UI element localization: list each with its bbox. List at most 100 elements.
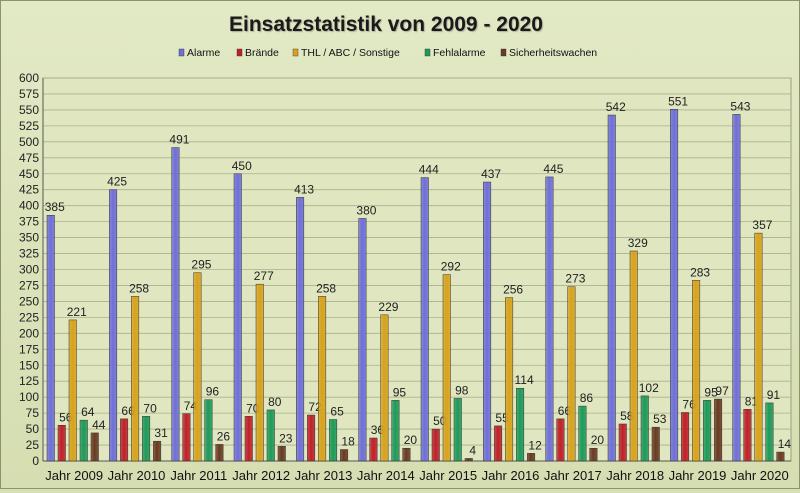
x-tick-label: Jahr 2017 <box>544 468 602 483</box>
bar <box>453 398 462 462</box>
bar <box>640 395 649 462</box>
bar <box>329 419 338 462</box>
bar <box>442 274 451 462</box>
data-label: 329 <box>628 236 648 250</box>
data-label: 20 <box>404 433 418 447</box>
data-label: 70 <box>143 401 157 415</box>
x-tick-label: Jahr 2013 <box>295 468 353 483</box>
data-label: 95 <box>704 385 718 399</box>
y-tick-label: 150 <box>19 358 39 372</box>
bar <box>244 416 253 462</box>
bar <box>494 425 503 462</box>
y-tick-label: 500 <box>19 135 39 149</box>
y-tick-label: 0 <box>32 454 39 468</box>
bar <box>776 451 785 462</box>
bar <box>714 398 723 462</box>
data-label: 12 <box>528 438 542 452</box>
bar <box>754 232 763 462</box>
bar <box>266 409 275 462</box>
bar <box>545 176 554 462</box>
data-label: 256 <box>503 283 523 297</box>
bar <box>629 250 638 462</box>
y-tick-label: 475 <box>19 151 39 165</box>
bar <box>204 399 213 462</box>
y-tick-label: 375 <box>19 215 39 229</box>
y-tick-label: 50 <box>26 422 40 436</box>
data-label: 97 <box>715 384 729 398</box>
data-label: 543 <box>730 99 750 113</box>
data-label: 102 <box>639 381 659 395</box>
x-tick-label: Jahr 2018 <box>606 468 664 483</box>
bar <box>578 405 587 462</box>
data-label: 31 <box>154 426 168 440</box>
data-label: 357 <box>752 218 772 232</box>
data-label: 277 <box>254 269 274 283</box>
data-label: 425 <box>107 175 127 189</box>
bar <box>369 437 378 462</box>
bar <box>109 189 118 462</box>
data-label: 95 <box>393 385 407 399</box>
x-tick-label: Jahr 2014 <box>357 468 415 483</box>
bar <box>193 272 202 462</box>
data-label: 114 <box>515 373 534 387</box>
bar <box>681 412 690 462</box>
bar <box>340 449 349 462</box>
data-label: 4 <box>469 443 476 457</box>
data-label: 445 <box>543 162 563 176</box>
x-tick-label: Jahr 2015 <box>419 468 477 483</box>
chart-title: Einsatzstatistik von 2009 - 2020 <box>229 13 543 36</box>
bar <box>670 109 679 462</box>
data-label: 283 <box>690 265 710 279</box>
data-label: 91 <box>767 388 781 402</box>
data-label: 26 <box>217 429 231 443</box>
legend-label: Fehlalarme <box>433 47 486 59</box>
bar <box>131 296 140 462</box>
bar <box>233 173 242 462</box>
bar <box>255 283 264 462</box>
legend-swatch <box>236 48 243 57</box>
data-label: 385 <box>45 200 65 214</box>
legend-swatch <box>292 48 299 57</box>
y-tick-label: 350 <box>19 231 39 245</box>
legend: Alarme Brände THL / ABC / Sonstige Fehlalar… <box>178 47 597 59</box>
data-label: 64 <box>81 405 95 419</box>
y-tick-label: 450 <box>19 167 39 181</box>
data-label: 23 <box>279 431 293 445</box>
bar <box>182 413 191 462</box>
x-tick-label: Jahr 2010 <box>108 468 166 483</box>
data-label: 551 <box>668 94 688 108</box>
data-label: 44 <box>92 418 106 432</box>
bar <box>296 197 305 462</box>
y-tick-label: 525 <box>19 119 39 133</box>
bar <box>732 114 741 462</box>
y-tick-label: 425 <box>19 183 39 197</box>
data-label: 437 <box>481 167 501 181</box>
bar <box>215 444 224 462</box>
x-tick-label: Jahr 2016 <box>482 468 540 483</box>
y-tick-label: 200 <box>19 326 39 340</box>
y-tick-label: 575 <box>19 87 39 101</box>
data-label: 65 <box>330 405 344 419</box>
bar <box>765 402 774 462</box>
data-label: 380 <box>356 203 376 217</box>
bar <box>142 416 151 462</box>
bar <box>420 177 429 462</box>
bar <box>90 432 99 462</box>
legend-label: Alarme <box>187 47 220 59</box>
data-label: 292 <box>441 260 461 274</box>
bar <box>171 147 180 462</box>
bar <box>483 181 492 462</box>
x-tick-label: Jahr 2009 <box>45 468 103 483</box>
y-tick-label: 300 <box>19 263 39 277</box>
bar <box>618 423 627 462</box>
bar <box>556 418 565 462</box>
bar <box>380 314 389 462</box>
data-label: 229 <box>378 300 398 314</box>
data-label: 86 <box>580 391 594 405</box>
data-label: 20 <box>591 433 605 447</box>
data-label: 14 <box>778 437 792 451</box>
legend-label: Sicherheitswachen <box>509 47 597 59</box>
